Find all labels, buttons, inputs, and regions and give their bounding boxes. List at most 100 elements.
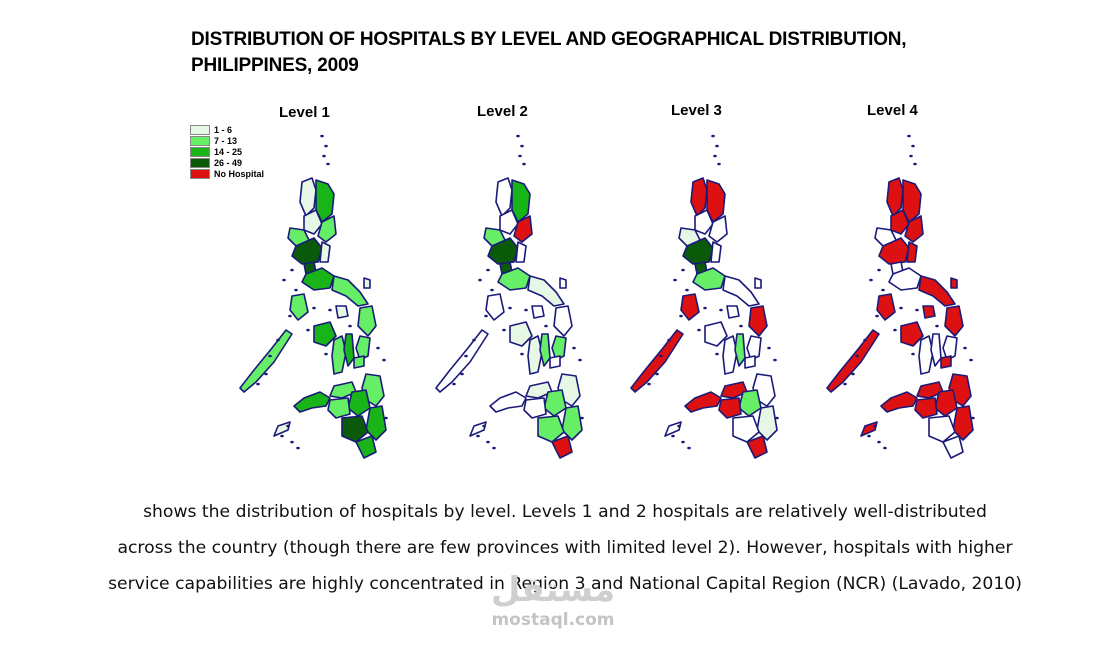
province-catanduanes bbox=[950, 277, 958, 289]
islet bbox=[282, 278, 286, 282]
province-panay bbox=[704, 321, 728, 347]
province-socc bbox=[942, 435, 964, 459]
islet bbox=[290, 440, 294, 444]
province-aurora bbox=[515, 241, 527, 263]
islet bbox=[348, 324, 352, 328]
islet bbox=[873, 424, 877, 428]
province-cebu bbox=[930, 333, 942, 367]
province-region3 bbox=[878, 237, 910, 265]
province-negros bbox=[331, 335, 347, 375]
legend-item: No Hospital bbox=[190, 168, 264, 179]
province-calabarzon bbox=[888, 267, 922, 291]
province-negros bbox=[722, 335, 738, 375]
islet bbox=[773, 358, 777, 362]
province-ilocos bbox=[690, 177, 708, 217]
legend-item: 7 - 13 bbox=[190, 135, 264, 146]
islet bbox=[490, 288, 494, 292]
islet bbox=[899, 306, 903, 310]
islet bbox=[320, 134, 324, 138]
legend-label: 1 - 6 bbox=[214, 124, 233, 135]
legend-item: 26 - 49 bbox=[190, 157, 264, 168]
islet bbox=[326, 162, 330, 166]
province-davao bbox=[561, 405, 583, 441]
province-cordillera bbox=[694, 209, 714, 235]
province-bicol bbox=[331, 275, 369, 307]
province-cotabato bbox=[732, 415, 760, 443]
islet bbox=[863, 338, 867, 342]
province-bicol bbox=[918, 275, 956, 307]
islet bbox=[520, 144, 524, 148]
islet bbox=[867, 434, 871, 438]
islet bbox=[578, 358, 582, 362]
province-sulu bbox=[469, 421, 487, 437]
legend-label: 26 - 49 bbox=[214, 157, 243, 168]
province-samar bbox=[944, 305, 964, 337]
province-davao bbox=[952, 405, 974, 441]
islet bbox=[518, 154, 522, 158]
islet bbox=[312, 306, 316, 310]
province-davao bbox=[365, 405, 387, 441]
province-cebu bbox=[343, 333, 355, 367]
islet bbox=[328, 308, 332, 312]
islet bbox=[322, 154, 326, 158]
islet bbox=[268, 354, 272, 358]
islet bbox=[382, 358, 386, 362]
province-bohol bbox=[744, 355, 756, 369]
province-samar bbox=[357, 305, 377, 337]
map-label-level-2: Level 2 bbox=[477, 103, 528, 120]
province-bohol bbox=[353, 355, 365, 369]
province-socc bbox=[551, 435, 573, 459]
province-palawan bbox=[239, 329, 293, 393]
islet bbox=[677, 424, 681, 428]
province-palawan bbox=[826, 329, 880, 393]
islet bbox=[264, 372, 268, 376]
watermark: مستقل mostaql.com bbox=[478, 570, 628, 630]
province-masbate bbox=[531, 305, 545, 319]
map-label-level-3: Level 3 bbox=[671, 102, 722, 119]
province-isabela bbox=[317, 215, 337, 243]
islet bbox=[715, 144, 719, 148]
islet bbox=[516, 134, 520, 138]
islet bbox=[256, 382, 260, 386]
province-panay bbox=[900, 321, 924, 347]
province-cotabato bbox=[928, 415, 956, 443]
province-lanao bbox=[914, 397, 938, 419]
province-calabarzon bbox=[301, 267, 335, 291]
province-lanao bbox=[718, 397, 742, 419]
islet bbox=[915, 308, 919, 312]
province-cebu bbox=[539, 333, 551, 367]
province-palawan bbox=[630, 329, 684, 393]
legend-label: 14 - 25 bbox=[214, 146, 243, 157]
islet bbox=[909, 154, 913, 158]
province-bicol bbox=[527, 275, 565, 307]
province-bohol bbox=[549, 355, 561, 369]
legend: 1 - 6 7 - 13 14 - 25 26 - 49 No Hospital bbox=[190, 124, 264, 179]
islet bbox=[713, 154, 717, 158]
title-line-2: PHILIPPINES, 2009 bbox=[191, 55, 359, 76]
province-isabela bbox=[904, 215, 924, 243]
islet bbox=[685, 288, 689, 292]
islet bbox=[486, 268, 490, 272]
province-masbate bbox=[335, 305, 349, 319]
province-sulu bbox=[273, 421, 291, 437]
islet bbox=[907, 134, 911, 138]
province-misamis bbox=[916, 381, 944, 399]
islet bbox=[520, 352, 524, 356]
islet bbox=[659, 354, 663, 358]
page-title: DISTRIBUTION OF HOSPITALS BY LEVEL AND G… bbox=[191, 27, 951, 79]
province-mindoro bbox=[876, 293, 896, 321]
islet bbox=[288, 314, 292, 318]
islet bbox=[869, 278, 873, 282]
province-region3 bbox=[682, 237, 714, 265]
islet bbox=[484, 314, 488, 318]
islet bbox=[883, 446, 887, 450]
islet bbox=[280, 434, 284, 438]
province-catanduanes bbox=[363, 277, 371, 289]
province-misamis bbox=[525, 381, 553, 399]
legend-swatch bbox=[190, 124, 210, 135]
islet bbox=[681, 268, 685, 272]
province-bukidnon bbox=[934, 389, 958, 417]
province-cordillera bbox=[890, 209, 910, 235]
islet bbox=[294, 288, 298, 292]
province-zambo bbox=[684, 391, 722, 413]
